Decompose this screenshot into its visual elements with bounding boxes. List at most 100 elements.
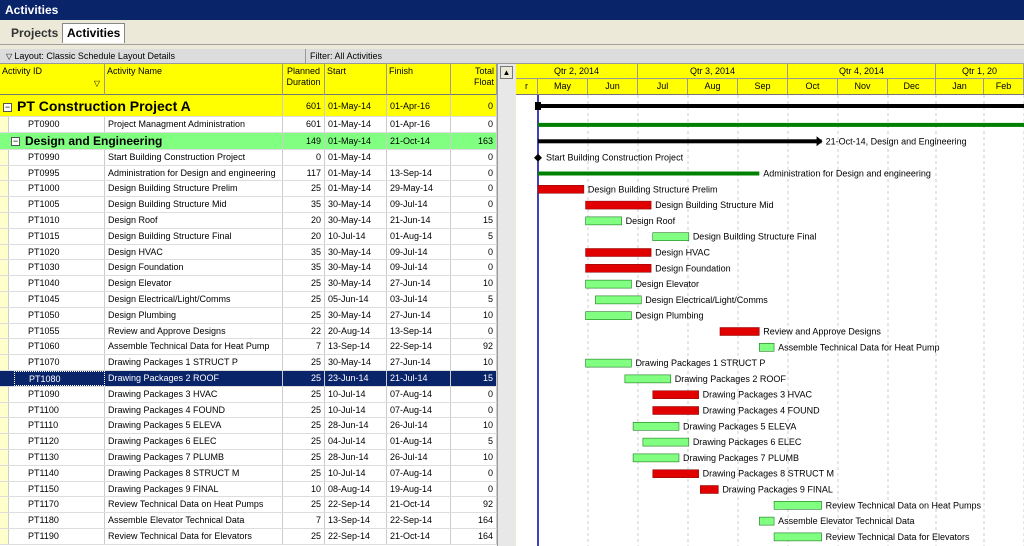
start-date: 10-Jul-14 — [325, 386, 387, 402]
table-row[interactable]: PT1060 Assemble Technical Data for Heat P… — [0, 339, 497, 356]
col-total-float[interactable]: Total Float — [451, 64, 497, 95]
scroll-up-button[interactable]: ▲ — [500, 66, 513, 79]
table-row[interactable]: PT1015 Design Building Structure Final 20 1… — [0, 228, 497, 245]
start-date: 22-Sep-14 — [325, 497, 387, 513]
table-row[interactable]: PT1190 Review Technical Data for Elevator… — [0, 529, 497, 545]
wbs-row[interactable]: − Design and Engineering 149 01-May-14 21-Oc… — [0, 132, 497, 150]
start-date: 28-Jun-14 — [325, 418, 387, 434]
table-row[interactable]: PT1180 Assemble Elevator Technical Data 7 1… — [0, 513, 497, 529]
bar-label: Drawing Packages 3 HVAC — [703, 390, 813, 400]
collapse-icon[interactable]: − — [11, 136, 20, 147]
start-date: 30-May-14 — [325, 276, 387, 291]
table-row[interactable]: PT1090 Drawing Packages 3 HVAC 25 10-Jul-14… — [0, 386, 497, 403]
activity-id: PT1150 — [14, 481, 105, 497]
group-label: PT Construction Project A — [17, 98, 191, 114]
table-row[interactable]: PT1000 Design Building Structure Prelim 25… — [0, 181, 497, 198]
project-row[interactable]: − PT Construction Project A 601 01-May-14 01… — [0, 95, 497, 117]
col-planned-duration[interactable]: Planned Duration — [283, 64, 325, 95]
start-date: 01-May-14 — [325, 149, 387, 165]
table-row[interactable]: PT1020 Design HVAC 35 30-May-14 09-Jul-14 0 — [0, 244, 497, 261]
total-float: 0 — [451, 260, 497, 276]
filter-label[interactable]: Filter: All Activities — [310, 51, 383, 61]
total-float: 0 — [451, 165, 497, 181]
planned-duration: 25 — [283, 355, 325, 370]
bar-label: Assemble Technical Data for Heat Pump — [778, 342, 939, 352]
total-float: 163 — [451, 132, 497, 149]
table-row[interactable]: PT1100 Drawing Packages 4 FOUND 25 10-Jul-1… — [0, 402, 497, 419]
table-row[interactable]: PT1055 Review and Approve Designs 22 20-Aug… — [0, 323, 497, 340]
month-label: Feb — [984, 79, 1024, 94]
collapse-icon[interactable]: − — [3, 101, 12, 112]
planned-duration: 25 — [283, 292, 325, 307]
col-finish[interactable]: Finish — [387, 64, 451, 95]
total-float: 10 — [451, 276, 497, 291]
start-date: 08-Aug-14 — [325, 481, 387, 497]
table-row[interactable]: PT1120 Drawing Packages 6 ELEC 25 04-Jul-14… — [0, 434, 497, 450]
activity-table: Activity ID ▽ Activity Name Planned Durat… — [0, 64, 497, 546]
finish-date: 07-Aug-14 — [387, 402, 451, 418]
row-gutter — [0, 450, 9, 465]
month-label: Jun — [588, 79, 638, 94]
planned-duration: 25 — [283, 529, 325, 544]
finish-date: 13-Sep-14 — [387, 323, 451, 339]
col-start[interactable]: Start — [325, 64, 387, 95]
start-date: 01-May-14 — [325, 165, 387, 181]
row-gutter — [0, 117, 9, 132]
activity-name: Drawing Packages 9 FINAL — [105, 481, 283, 497]
start-date: 01-May-14 — [325, 117, 387, 132]
planned-duration: 25 — [283, 371, 325, 386]
table-row[interactable]: PT1130 Drawing Packages 7 PLUMB 25 28-Jun-1… — [0, 450, 497, 466]
tab-projects[interactable]: Projects — [11, 26, 59, 40]
table-row[interactable]: PT1050 Design Plumbing 25 30-May-14 27-Jun-1… — [0, 307, 497, 324]
total-float: 0 — [451, 386, 497, 402]
layout-selector[interactable]: ▽ Layout: Classic Schedule Layout Detail… — [6, 49, 306, 64]
table-row[interactable]: PT1045 Design Electrical/Light/Comms 25 05-… — [0, 292, 497, 308]
table-row[interactable]: PT1140 Drawing Packages 8 STRUCT M 25 10-Ju… — [0, 465, 497, 482]
bar-label: Drawing Packages 8 STRUCT M — [703, 469, 834, 479]
month-label: Nov — [838, 79, 888, 94]
table-row[interactable]: PT0900 Project Managment Administration 60… — [0, 117, 497, 133]
activity-name: Design Plumbing — [105, 307, 283, 323]
table-row[interactable]: PT1040 Design Elevator 25 30-May-14 27-Jun-1… — [0, 276, 497, 292]
table-row[interactable]: PT1170 Review Technical Data on Heat Pump… — [0, 497, 497, 514]
table-row[interactable]: PT1070 Drawing Packages 1 STRUCT P 25 30-Ma… — [0, 355, 497, 371]
table-row[interactable]: PT1080 Drawing Packages 2 ROOF 25 23-Jun-14… — [0, 371, 497, 387]
table-row[interactable]: PT1030 Design Foundation 35 30-May-14 09-Jul… — [0, 260, 497, 277]
bar-label: Review and Approve Designs — [763, 327, 881, 337]
vertical-scrollbar[interactable]: ▲ — [497, 64, 515, 546]
table-row[interactable]: PT0990 Start Building Construction Projec… — [0, 149, 497, 166]
activity-name: Review Technical Data for Elevators — [105, 529, 283, 544]
tab-activities[interactable]: Activities — [62, 23, 126, 43]
table-row[interactable]: PT1150 Drawing Packages 9 FINAL 10 08-Aug-1… — [0, 481, 497, 498]
col-activity-name[interactable]: Activity Name — [105, 64, 283, 95]
activity-id: PT1055 — [14, 323, 105, 339]
table-row[interactable]: PT0995 Administration for Design and engi… — [0, 165, 497, 182]
total-float: 0 — [451, 402, 497, 418]
finish-date: 07-Aug-14 — [387, 465, 451, 481]
activity-bar — [585, 248, 652, 257]
planned-duration: 20 — [283, 213, 325, 228]
activity-name: Design Building Structure Final — [105, 228, 283, 244]
table-row[interactable]: PT1110 Drawing Packages 5 ELEVA 25 28-Jun-1… — [0, 418, 497, 435]
planned-duration: 601 — [283, 95, 325, 116]
finish-date: 01-Aug-14 — [387, 228, 451, 244]
layout-filter-bar: ▽ Layout: Classic Schedule Layout Detail… — [0, 49, 1024, 64]
start-date: 30-May-14 — [325, 355, 387, 370]
activity-name: Drawing Packages 3 HVAC — [105, 386, 283, 402]
activity-id: PT0995 — [14, 165, 105, 181]
row-gutter — [0, 513, 9, 528]
activity-bar — [585, 264, 652, 273]
activity-bar — [652, 406, 699, 415]
total-float: 0 — [451, 181, 497, 197]
col-activity-id[interactable]: Activity ID ▽ — [0, 64, 105, 95]
group-name: − Design and Engineering — [0, 132, 283, 149]
planned-duration: 0 — [283, 149, 325, 165]
table-row[interactable]: PT1005 Design Building Structure Mid 35 30-… — [0, 197, 497, 213]
table-row[interactable]: PT1010 Design Roof 20 30-May-14 21-Jun-14 15 — [0, 213, 497, 229]
total-float: 164 — [451, 529, 497, 544]
bar-label: Design Building Structure Prelim — [588, 184, 718, 194]
row-gutter — [0, 307, 9, 323]
activity-id: PT1045 — [14, 292, 105, 307]
activity-bar — [759, 343, 775, 352]
month-label: Sep — [738, 79, 788, 94]
